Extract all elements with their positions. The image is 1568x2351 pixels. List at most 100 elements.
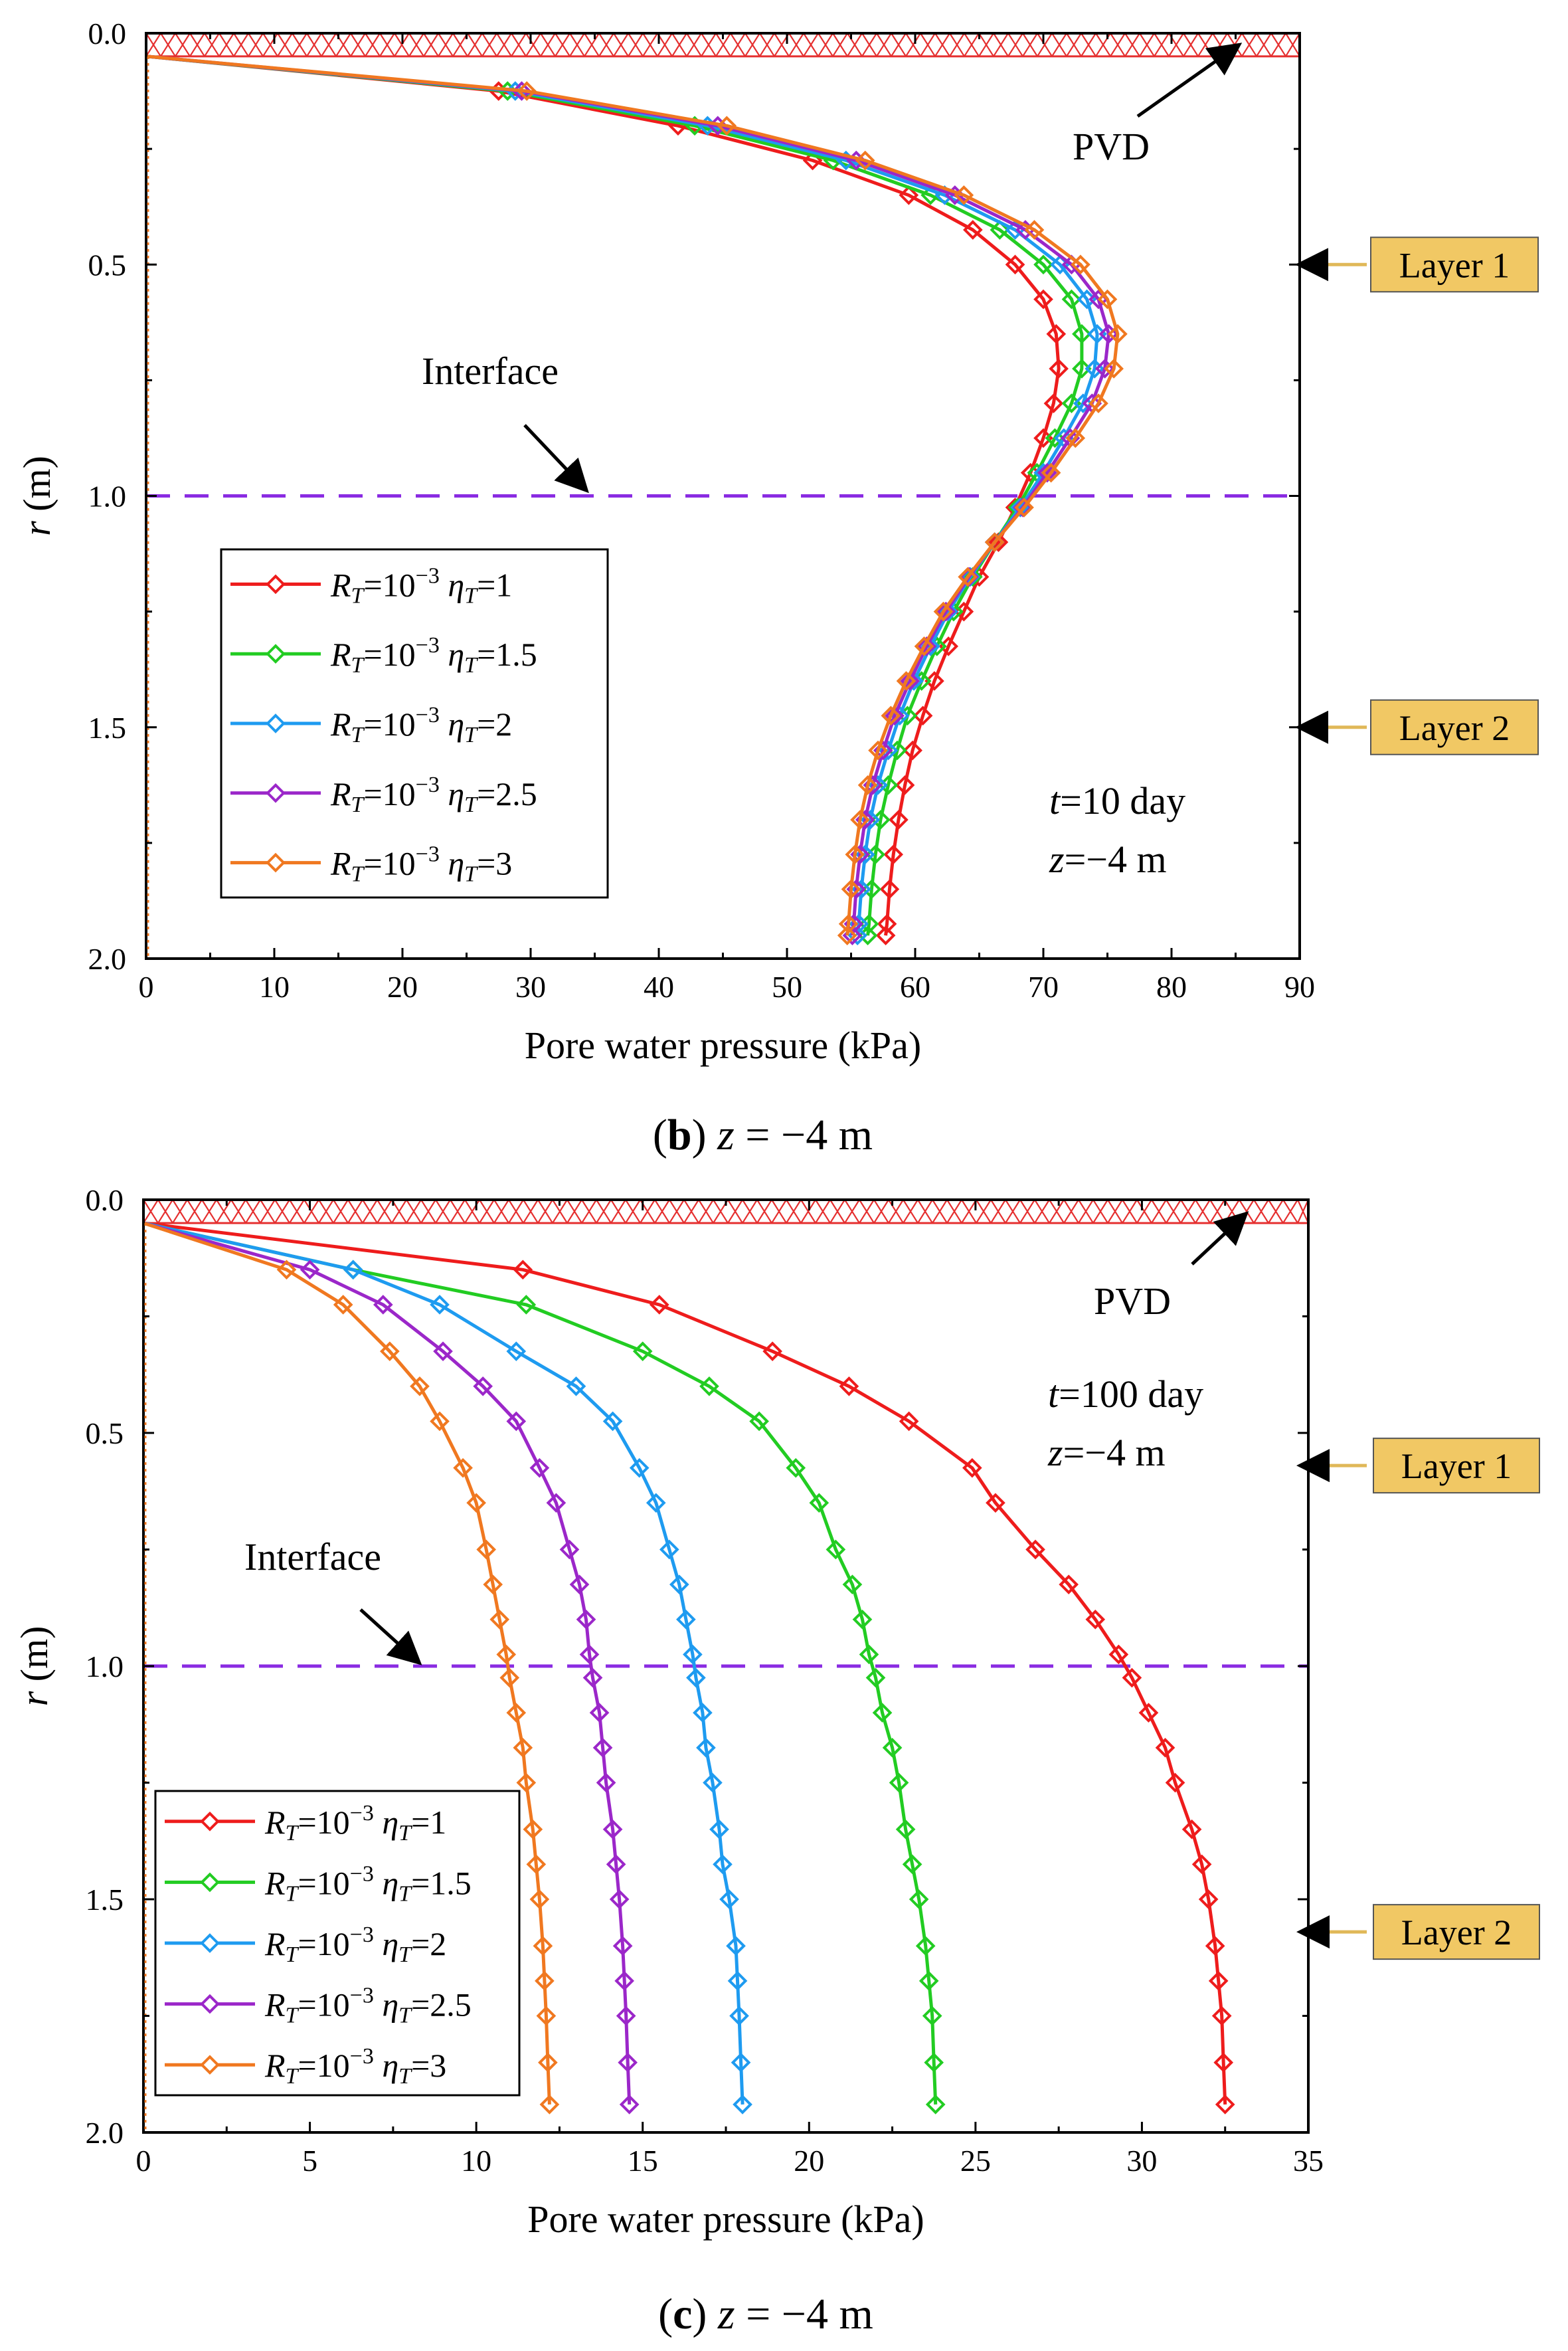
series-line-5 (145, 54, 1120, 936)
data-point (606, 1854, 626, 1875)
data-point (877, 913, 897, 934)
data-point (918, 1971, 939, 1991)
legend-marker (266, 852, 286, 873)
data-point (938, 601, 959, 622)
data-point (1061, 289, 1082, 310)
legend-marker (200, 1872, 220, 1893)
data-point (842, 1574, 863, 1594)
layer-box (1373, 1904, 1540, 1960)
x-axis-label: Pore water pressure (kPa) (527, 2198, 924, 2241)
data-point (569, 1574, 590, 1594)
data-point (1025, 1539, 1045, 1560)
data-point (1043, 393, 1064, 414)
data-point (380, 1341, 400, 1361)
data-point (883, 844, 904, 865)
data-point (749, 1411, 769, 1432)
layer-box (1373, 1438, 1540, 1494)
data-point (1165, 1772, 1185, 1793)
depth-annotation: z=−4 m (1047, 1431, 1166, 1474)
panel-caption: (b) z = −4 m (653, 1111, 873, 1159)
x-tick-label: 60 (900, 970, 930, 1004)
data-point (516, 1772, 537, 1793)
data-point (896, 671, 916, 691)
data-point (659, 1539, 679, 1560)
data-point (1014, 498, 1034, 517)
data-point (857, 775, 878, 795)
layer-box (1370, 699, 1539, 755)
data-point (1041, 462, 1061, 483)
data-point (566, 1376, 586, 1396)
data-point (1108, 324, 1128, 344)
data-point (1181, 1819, 1202, 1839)
data-point (837, 925, 857, 946)
pvd-arrow (1136, 43, 1243, 118)
legend-marker (200, 2055, 220, 2075)
data-point (889, 1772, 909, 1793)
data-point (496, 1644, 517, 1665)
data-point (916, 636, 937, 656)
data-point (986, 1493, 1005, 1513)
legend-label: RT=10−3 ηT=3 (330, 842, 512, 887)
data-point (1024, 220, 1045, 240)
series-line-3 (145, 54, 1099, 936)
data-point (915, 1936, 936, 1956)
data-point (899, 1411, 919, 1432)
depth-annotation: z=−4 m (1049, 838, 1167, 881)
data-point (1033, 254, 1053, 275)
x-tick-label: 5 (302, 2144, 317, 2178)
data-point (618, 2052, 638, 2073)
data-point (713, 1854, 733, 1875)
series-line-4 (143, 1221, 632, 2105)
data-point (516, 1295, 537, 1315)
data-point (913, 705, 933, 726)
interface-label: Interface (422, 349, 559, 393)
x-tick-label: 10 (259, 970, 290, 1004)
data-point (1138, 1703, 1159, 1723)
data-point (895, 1819, 916, 1839)
data-point (473, 1376, 493, 1396)
data-point (1065, 428, 1086, 448)
data-point (489, 1609, 510, 1630)
data-point (576, 1609, 596, 1630)
legend-label: RT=10−3 ηT=2 (264, 1923, 446, 1967)
data-point (933, 601, 954, 622)
data-point (535, 1971, 555, 1991)
chart-panel-c: 0 5 10 15 20 25 30 35 0.0 0.5 1.0 1.5 2.0 Pore water … (13, 1183, 1540, 2338)
x-tick-label: 80 (1156, 970, 1187, 1004)
x-axis-label: Pore water pressure (kPa) (525, 1024, 922, 1067)
legend-marker (200, 1811, 220, 1832)
data-point (1198, 1889, 1219, 1909)
data-point (506, 1703, 527, 1723)
data-point (526, 1854, 547, 1875)
data-point (499, 1667, 520, 1688)
data-point (914, 636, 934, 656)
y-tick-label: 1.5 (88, 711, 127, 745)
data-point (616, 2006, 636, 2026)
data-point (875, 925, 896, 946)
data-point (852, 1609, 873, 1630)
data-point (683, 1644, 703, 1665)
data-point (609, 1889, 630, 1909)
data-point (669, 1574, 689, 1594)
data-point (903, 740, 922, 761)
data-point (902, 1854, 922, 1875)
legend-label: RT=10−3 ηT=1.5 (330, 633, 537, 678)
data-point (922, 2006, 942, 2026)
data-point (855, 150, 875, 171)
y-tick-label: 0.0 (88, 17, 127, 50)
data-point (839, 1376, 859, 1396)
data-point (1122, 1667, 1142, 1688)
data-point (676, 1609, 696, 1630)
data-point (719, 1889, 739, 1909)
data-point (1191, 1854, 1212, 1875)
layer-label-1: Layer 1 (1399, 245, 1510, 285)
data-point (709, 1819, 729, 1839)
legend-marker (266, 713, 286, 733)
data-point (1213, 2052, 1234, 2073)
data-point (731, 2052, 751, 2073)
data-point (924, 671, 944, 691)
data-point (300, 1260, 320, 1280)
legend-label: RT=10−3 ηT=2 (330, 703, 512, 747)
data-point (483, 1574, 503, 1594)
legend-label: RT=10−3 ηT=1 (264, 1801, 446, 1845)
